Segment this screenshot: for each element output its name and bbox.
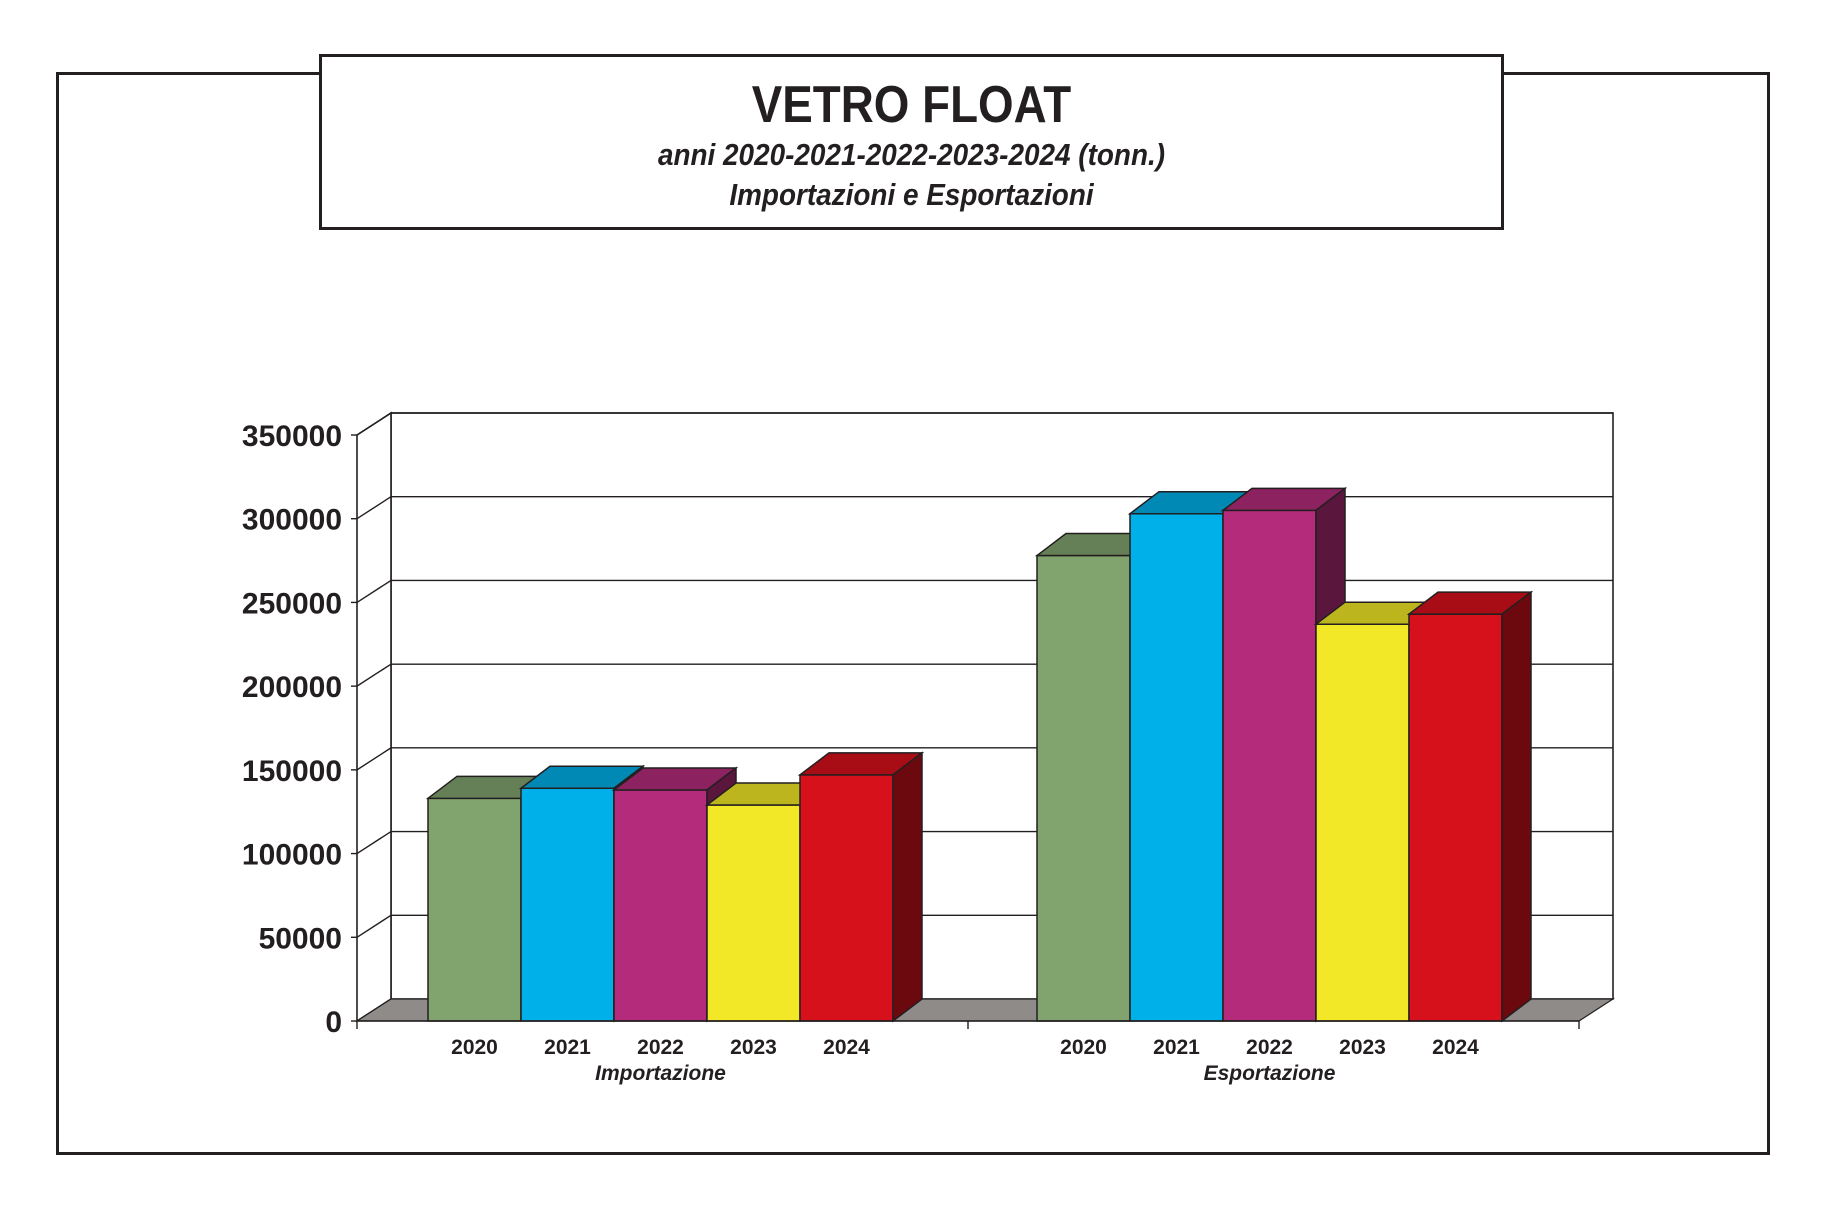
bar-importazione-2021 — [520, 787, 615, 1022]
bar-importazione-2024 — [799, 774, 894, 1022]
x-tick-label: 2022 — [1246, 1036, 1293, 1059]
x-tick-label: 2023 — [1339, 1036, 1386, 1059]
y-tick-label: 50000 — [259, 922, 342, 955]
bar-esportazione-2023 — [1315, 623, 1410, 1022]
y-tick-label: 200000 — [242, 671, 342, 704]
gridline — [356, 412, 1613, 436]
chart-subtitle-flows: Importazioni e Esportazioni — [729, 177, 1094, 212]
y-tick-label: 0 — [325, 1006, 342, 1039]
x-tick-label: 2021 — [1153, 1036, 1200, 1059]
chart-subtitle-years: anni 2020-2021-2022-2023-2024 (tonn.) — [657, 137, 1166, 172]
bar-esportazione-2020 — [1036, 554, 1131, 1022]
x-tick-label: 2020 — [1060, 1036, 1107, 1059]
side-wall — [356, 411, 392, 1023]
x-tick-label: 2021 — [544, 1036, 591, 1059]
x-tick-label: 2020 — [451, 1036, 498, 1059]
chart-title: VETRO FLOAT — [751, 76, 1072, 134]
bar-importazione-2020 — [427, 797, 522, 1022]
bar-side-esportazione-2024 — [1501, 590, 1532, 1023]
x-tick-label: 2022 — [637, 1036, 684, 1059]
bar-side-importazione-2024 — [892, 751, 923, 1023]
x-tick-label: 2024 — [1432, 1036, 1479, 1059]
y-tick-label: 300000 — [242, 504, 342, 537]
group-label: Esportazione — [1204, 1062, 1336, 1085]
group-label: Importazione — [595, 1062, 726, 1085]
y-tick-label: 150000 — [242, 755, 342, 788]
bar-importazione-2023 — [706, 804, 801, 1022]
bar-esportazione-2024 — [1408, 613, 1503, 1022]
x-tick-label: 2023 — [730, 1036, 777, 1059]
y-tick-label: 250000 — [242, 587, 342, 620]
bar-importazione-2022 — [613, 789, 708, 1022]
bar-esportazione-2022 — [1222, 509, 1317, 1022]
bar-esportazione-2021 — [1129, 512, 1224, 1022]
y-tick-label: 350000 — [242, 420, 342, 453]
title-box: VETRO FLOAT anni 2020-2021-2022-2023-202… — [319, 54, 1504, 230]
y-tick-label: 100000 — [242, 839, 342, 872]
x-tick-label: 2024 — [823, 1036, 870, 1059]
